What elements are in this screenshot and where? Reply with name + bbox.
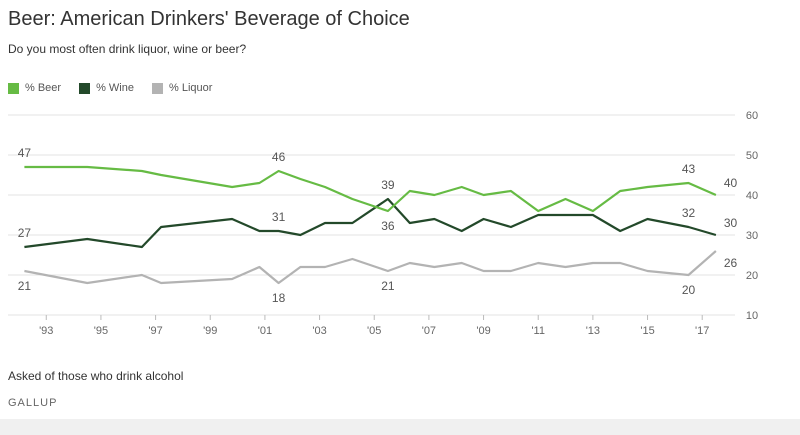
x-tick-label-2007: '07 [422,325,436,337]
x-tick-label-1997: '97 [148,325,162,337]
data-label-4: 31 [272,210,286,224]
chart-title: Beer: American Drinkers' Beverage of Cho… [8,8,410,30]
data-label-5: 18 [272,291,286,305]
x-axis-ticks: '93 '95 '97 '99 '01 '03 '05 '07 '09 '11 '13 '15 '17 [39,315,709,337]
data-label-11: 20 [682,283,696,297]
data-label-0: 47 [18,146,32,160]
x-tick-label-1993: '93 [39,325,53,337]
data-label-6: 39 [381,178,395,192]
series-line-liquor [24,250,717,285]
x-tick-label-2013: '13 [586,325,600,337]
x-tick-label-2003: '03 [312,325,326,337]
data-label-12: 40 [724,176,738,190]
data-label-8: 21 [381,279,395,293]
data-label-2: 21 [18,279,32,293]
series-line-wine [24,197,717,249]
data-label-10: 32 [682,206,696,220]
legend-label-beer: % Beer [25,82,62,94]
series-lines [24,165,717,285]
y-tick-label-40: 40 [746,190,758,202]
data-label-3: 46 [272,150,286,164]
x-tick-label-2011: '11 [531,325,545,337]
x-tick-label-2017: '17 [695,325,709,337]
y-tick-label-50: 50 [746,150,758,162]
source-label: GALLUP [8,397,58,409]
data-label-1: 27 [18,226,32,240]
legend: % Beer % Wine % Liquor [8,82,230,94]
data-label-14: 26 [724,256,738,270]
y-tick-label-20: 20 [746,270,758,282]
gridlines [8,114,735,316]
x-tick-label-1995: '95 [94,325,108,337]
series-line-beer [24,165,717,213]
data-label-7: 36 [381,219,395,233]
legend-item-wine: % Wine [79,82,134,94]
x-tick-label-2005: '05 [367,325,381,337]
data-label-9: 43 [682,162,696,176]
y-axis-ticks: 10 20 30 40 50 60 [746,110,758,322]
footnote: Asked of those who drink alcohol [8,369,184,383]
x-tick-label-1999: '99 [203,325,217,337]
chart-subtitle: Do you most often drink liquor, wine or … [8,42,247,56]
legend-swatch-liquor [151,82,163,94]
legend-swatch-wine [79,82,91,94]
data-labels: 47 27 21 46 31 18 39 36 21 43 32 20 40 30 26 [18,146,738,305]
legend-label-wine: % Wine [96,82,134,94]
legend-label-liquor: % Liquor [168,82,213,94]
x-tick-label-2001: '01 [258,325,272,337]
x-tick-label-2015: '15 [640,325,654,337]
bottom-band [0,419,800,435]
legend-swatch-beer [8,82,19,94]
x-tick-label-2009: '09 [476,325,490,337]
legend-item-beer: % Beer [8,82,61,94]
y-tick-label-10: 10 [746,310,758,322]
legend-item-liquor: % Liquor [151,82,213,94]
data-label-13: 30 [724,216,738,230]
y-tick-label-60: 60 [746,110,758,122]
y-tick-label-30: 30 [746,230,758,242]
